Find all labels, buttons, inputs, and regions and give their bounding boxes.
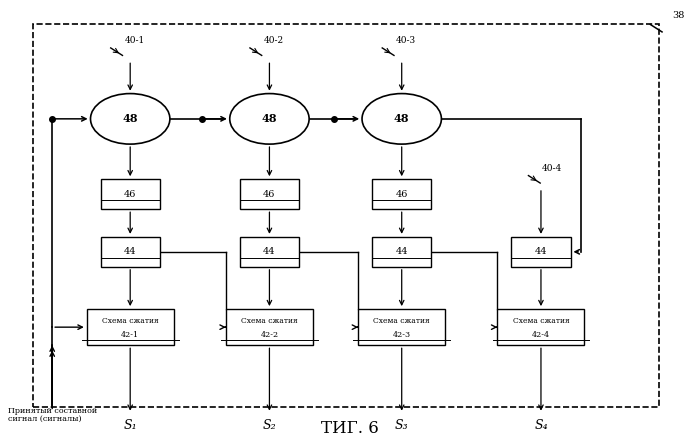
Bar xyxy=(372,179,431,209)
Text: Схема сжатия: Схема сжатия xyxy=(241,318,298,326)
Circle shape xyxy=(230,94,309,144)
Bar xyxy=(101,179,160,209)
Bar xyxy=(240,179,299,209)
Bar xyxy=(226,309,313,345)
Text: 40-3: 40-3 xyxy=(396,36,416,45)
Bar xyxy=(372,237,431,267)
Text: 42-3: 42-3 xyxy=(393,331,411,339)
Text: 46: 46 xyxy=(124,190,136,198)
Text: 42-4: 42-4 xyxy=(532,331,550,339)
Text: 48: 48 xyxy=(261,113,278,124)
Text: Схема сжатия: Схема сжатия xyxy=(373,318,430,326)
Text: 38: 38 xyxy=(672,12,684,21)
Text: 44: 44 xyxy=(396,248,408,256)
Text: 44: 44 xyxy=(264,248,275,256)
Bar xyxy=(33,24,659,407)
Text: Схема сжатия: Схема сжатия xyxy=(102,318,159,326)
Text: Схема сжатия: Схема сжатия xyxy=(512,318,569,326)
Text: S₃: S₃ xyxy=(395,419,408,432)
Bar xyxy=(101,237,160,267)
Text: Принятый составной: Принятый составной xyxy=(8,407,98,415)
Circle shape xyxy=(362,94,441,144)
Text: S₁: S₁ xyxy=(124,419,137,432)
Text: 46: 46 xyxy=(264,190,275,198)
Text: 48: 48 xyxy=(394,113,410,124)
Text: сигнал (сигналы): сигнал (сигналы) xyxy=(8,415,82,423)
Bar xyxy=(358,309,445,345)
Text: 40-2: 40-2 xyxy=(264,36,284,45)
Text: ΤИГ. 6: ΤИГ. 6 xyxy=(321,420,378,437)
Text: 48: 48 xyxy=(122,113,138,124)
Bar xyxy=(512,237,570,267)
Bar xyxy=(240,237,299,267)
Text: 42-1: 42-1 xyxy=(121,331,139,339)
Text: 44: 44 xyxy=(124,248,136,256)
Text: 44: 44 xyxy=(535,248,547,256)
Text: S₂: S₂ xyxy=(263,419,276,432)
Bar xyxy=(87,309,174,345)
Bar xyxy=(498,309,584,345)
Text: 40-1: 40-1 xyxy=(124,36,145,45)
Text: 46: 46 xyxy=(396,190,408,198)
Text: 42-2: 42-2 xyxy=(260,331,278,339)
Circle shape xyxy=(90,94,170,144)
Text: S₄: S₄ xyxy=(534,419,548,432)
Text: 40-4: 40-4 xyxy=(542,164,562,173)
